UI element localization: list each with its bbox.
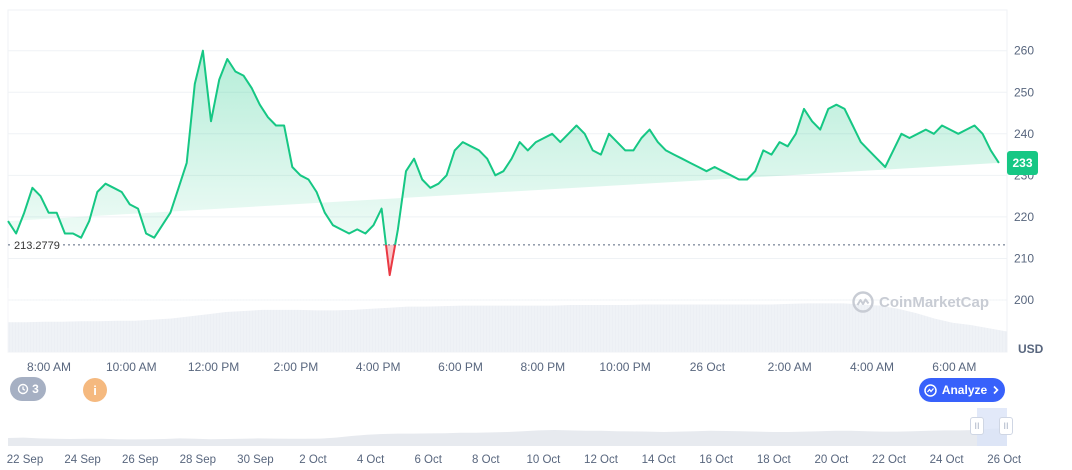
- navigator-tick-label: 16 Oct: [699, 454, 734, 466]
- history-icon: [17, 383, 29, 395]
- navigator-tick-label: 18 Oct: [757, 454, 792, 466]
- navigator-tick-label: 26 Oct: [987, 454, 1022, 466]
- x-tick-label: 2:00 AM: [768, 360, 812, 374]
- baseline-label: 213.2779: [12, 240, 62, 252]
- y-tick-label: 200: [1014, 293, 1034, 307]
- info-marker-button[interactable]: i: [83, 378, 107, 402]
- x-tick-label: 6:00 AM: [932, 360, 976, 374]
- navigator-tick-label: 20 Oct: [814, 454, 849, 466]
- navigator-tick-label: 6 Oct: [414, 454, 442, 466]
- currency-label: USD: [1018, 342, 1044, 356]
- navigator-right-handle[interactable]: II: [999, 417, 1013, 435]
- x-tick-label: 12:00 PM: [188, 360, 239, 374]
- x-tick-label: 4:00 AM: [850, 360, 894, 374]
- events-button[interactable]: 3: [10, 377, 46, 401]
- watermark-text: CoinMarketCap: [879, 293, 990, 311]
- navigator-tick-label: 12 Oct: [584, 454, 619, 466]
- price-area: [7, 49, 1000, 277]
- x-tick-label: 4:00 PM: [356, 360, 401, 374]
- volume-area: [7, 288, 1007, 352]
- y-tick-label: 210: [1014, 251, 1034, 265]
- y-tick-label: 240: [1014, 127, 1034, 141]
- x-tick-label: 26 Oct: [690, 360, 726, 374]
- navigator-tick-label: 10 Oct: [526, 454, 561, 466]
- x-tick-label: 8:00 AM: [27, 360, 71, 374]
- x-tick-label: 6:00 PM: [438, 360, 483, 374]
- navigator-tick-label: 2 Oct: [299, 454, 327, 466]
- area-fill-up: [8, 50, 999, 245]
- navigator-tick-label: 4 Oct: [357, 454, 385, 466]
- analyze-label: Analyze: [941, 383, 988, 397]
- navigator-tick-label: 14 Oct: [642, 454, 677, 466]
- x-tick-label: 8:00 PM: [520, 360, 565, 374]
- navigator-left-handle[interactable]: II: [970, 417, 984, 435]
- y-tick-label: 250: [1014, 85, 1034, 99]
- current-price-badge: 233: [1007, 150, 1038, 175]
- info-icon: i: [93, 382, 97, 398]
- analyze-icon: [924, 383, 937, 397]
- navigator-tick-label: 24 Oct: [930, 454, 965, 466]
- navigator-tick-label: 28 Sep: [180, 454, 216, 466]
- x-tick-label: 10:00 PM: [599, 360, 650, 374]
- navigator-tick-label: 24 Sep: [64, 454, 100, 466]
- analyze-button[interactable]: Analyze: [919, 378, 1005, 402]
- x-axis: 8:00 AM 10:00 AM 12:00 PM 2:00 PM 4:00 PM 6:0…: [27, 360, 976, 374]
- x-tick-label: 2:00 PM: [274, 360, 319, 374]
- events-count: 3: [32, 382, 39, 396]
- navigator-tick-label: 22 Oct: [872, 454, 907, 466]
- navigator-tick-label: 22 Sep: [7, 454, 43, 466]
- navigator-tick-label: 26 Sep: [122, 454, 158, 466]
- navigator[interactable]: [8, 408, 1007, 446]
- y-tick-label: 220: [1014, 210, 1034, 224]
- navigator-tick-label: 8 Oct: [472, 454, 500, 466]
- navigator-tick-label: 30 Sep: [237, 454, 273, 466]
- chevron-right-icon: [993, 385, 999, 395]
- x-tick-label: 10:00 AM: [106, 360, 157, 374]
- navigator-profile: [8, 428, 1007, 446]
- price-line-up: [7, 49, 1000, 245]
- volume-profile: [8, 303, 1007, 352]
- cmc-logo-icon: [852, 291, 874, 313]
- navigator-axis: 22 Sep 24 Sep 26 Sep 28 Sep 30 Sep 2 Oct 4 Oct…: [7, 454, 1022, 466]
- y-tick-label: 260: [1014, 44, 1034, 58]
- coinmarketcap-watermark: CoinMarketCap: [852, 291, 989, 313]
